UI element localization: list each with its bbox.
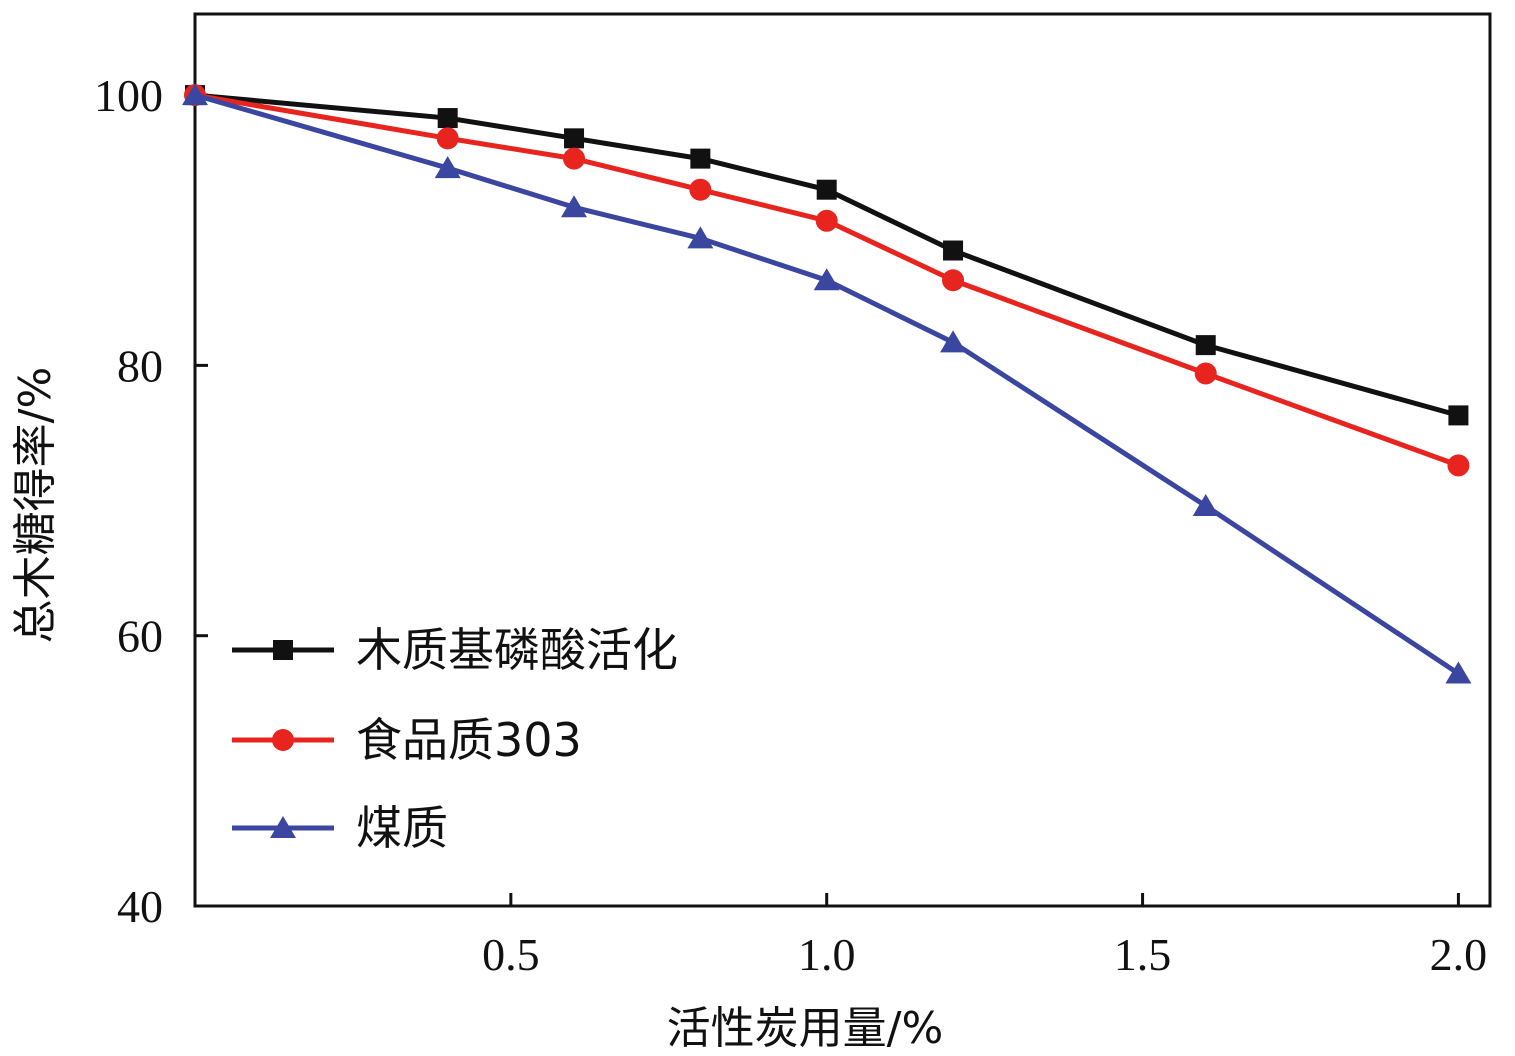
- legend-marker: [270, 816, 296, 838]
- data-point: [942, 269, 965, 292]
- series-layer: [182, 83, 1472, 684]
- y-tick-label: 100: [94, 70, 163, 121]
- data-point: [561, 195, 588, 218]
- data-point: [434, 156, 461, 179]
- data-point: [1194, 362, 1217, 385]
- legend-item: 木质基磷酸活化: [232, 623, 678, 677]
- x-axis-title: 活性炭用量/%: [667, 1003, 944, 1054]
- x-tick-label: 2.0: [1430, 929, 1488, 980]
- legend-label: 煤质: [356, 801, 448, 855]
- data-point: [1447, 454, 1470, 477]
- data-point: [436, 127, 459, 150]
- series-3: [182, 83, 1472, 684]
- data-point: [182, 83, 208, 106]
- data-point: [1448, 405, 1469, 426]
- x-tick-label: 1.0: [798, 929, 856, 980]
- data-point: [816, 179, 837, 200]
- series-1: [185, 85, 1469, 426]
- data-point: [687, 226, 714, 249]
- data-point: [1445, 661, 1472, 684]
- y-tick-label: 40: [117, 881, 163, 932]
- series-line: [194, 92, 1460, 468]
- plot-frame: [193, 12, 1492, 908]
- series-line: [194, 92, 1460, 418]
- data-point: [690, 148, 711, 169]
- x-tick-label: 0.5: [482, 929, 540, 980]
- legend-label: 食品质303: [356, 713, 582, 767]
- data-point: [1192, 493, 1219, 516]
- data-point: [564, 128, 585, 149]
- legend-item: 食品质303: [232, 713, 582, 767]
- legend-label: 木质基磷酸活化: [356, 623, 678, 677]
- y-axis-title: 总木糖得率/%: [10, 367, 61, 644]
- series-line: [194, 92, 1460, 676]
- data-point: [940, 330, 967, 353]
- y-tick-label: 80: [117, 340, 163, 391]
- legend-marker: [273, 640, 293, 660]
- data-point: [943, 240, 964, 261]
- data-point: [815, 209, 838, 232]
- x-tick-label: 1.5: [1114, 929, 1172, 980]
- data-point: [813, 268, 840, 291]
- data-point: [689, 178, 712, 201]
- y-tick-label: 60: [117, 611, 163, 662]
- series-2: [184, 84, 1470, 477]
- data-point: [1195, 335, 1216, 356]
- legend-item: 煤质: [232, 801, 448, 855]
- axis-ticks: 0.5 1.0 1.5 2.0 40 60 80 100: [94, 70, 1487, 980]
- legend-marker: [272, 729, 294, 751]
- data-point: [563, 147, 586, 170]
- data-point: [437, 108, 458, 129]
